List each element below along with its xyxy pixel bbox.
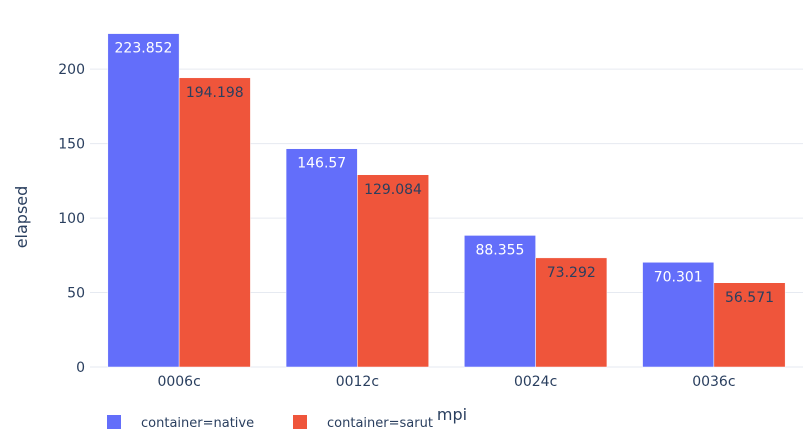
y-tick-label: 100 — [58, 211, 85, 227]
bar-value-label: 70.301 — [654, 269, 703, 285]
legend-label-sarus[interactable]: container=sarut — [327, 416, 433, 431]
y-axis-title: elapsed — [12, 186, 31, 249]
bar-native-0012c[interactable] — [285, 148, 358, 368]
bar-value-label: 56.571 — [725, 290, 774, 306]
bar-value-label: 73.292 — [547, 265, 596, 281]
x-tick-labels: 0006c 0012c 0024c 0036c — [157, 374, 735, 390]
x-axis-title: mpi — [437, 405, 467, 424]
bars: 223.852 194.198 146.57 129.084 88.355 73.292 7… — [107, 33, 786, 368]
x-tick-label: 0012c — [336, 374, 379, 390]
bar-value-label: 88.355 — [475, 242, 524, 258]
legend-swatch-sarus[interactable] — [293, 415, 307, 429]
bar-sarus-0036c[interactable] — [713, 282, 786, 368]
y-tick-label: 200 — [58, 62, 85, 78]
bar-value-label: 194.198 — [186, 85, 244, 101]
bar-native-0006c[interactable] — [107, 33, 180, 368]
bar-value-label: 146.57 — [297, 156, 346, 172]
legend[interactable]: container=native container=sarut — [107, 415, 433, 431]
x-tick-label: 0036c — [692, 374, 735, 390]
bar-sarus-0012c[interactable] — [357, 174, 429, 368]
x-tick-label: 0024c — [514, 374, 557, 390]
bar-sarus-0006c[interactable] — [178, 77, 251, 368]
bar-value-label: 223.852 — [115, 41, 173, 57]
y-tick-label: 50 — [67, 286, 85, 302]
y-tick-label: 150 — [58, 137, 85, 153]
y-tick-label: 0 — [76, 360, 85, 376]
bar-sarus-0024c[interactable] — [535, 257, 608, 368]
legend-label-native[interactable]: container=native — [141, 416, 254, 431]
bar-native-0024c[interactable] — [464, 235, 536, 368]
bar-native-0036c[interactable] — [642, 262, 715, 368]
x-tick-label: 0006c — [157, 374, 200, 390]
legend-swatch-native[interactable] — [107, 415, 121, 429]
bar-value-label: 129.084 — [364, 182, 422, 198]
y-tick-labels: 0 50 100 150 200 — [58, 62, 85, 376]
